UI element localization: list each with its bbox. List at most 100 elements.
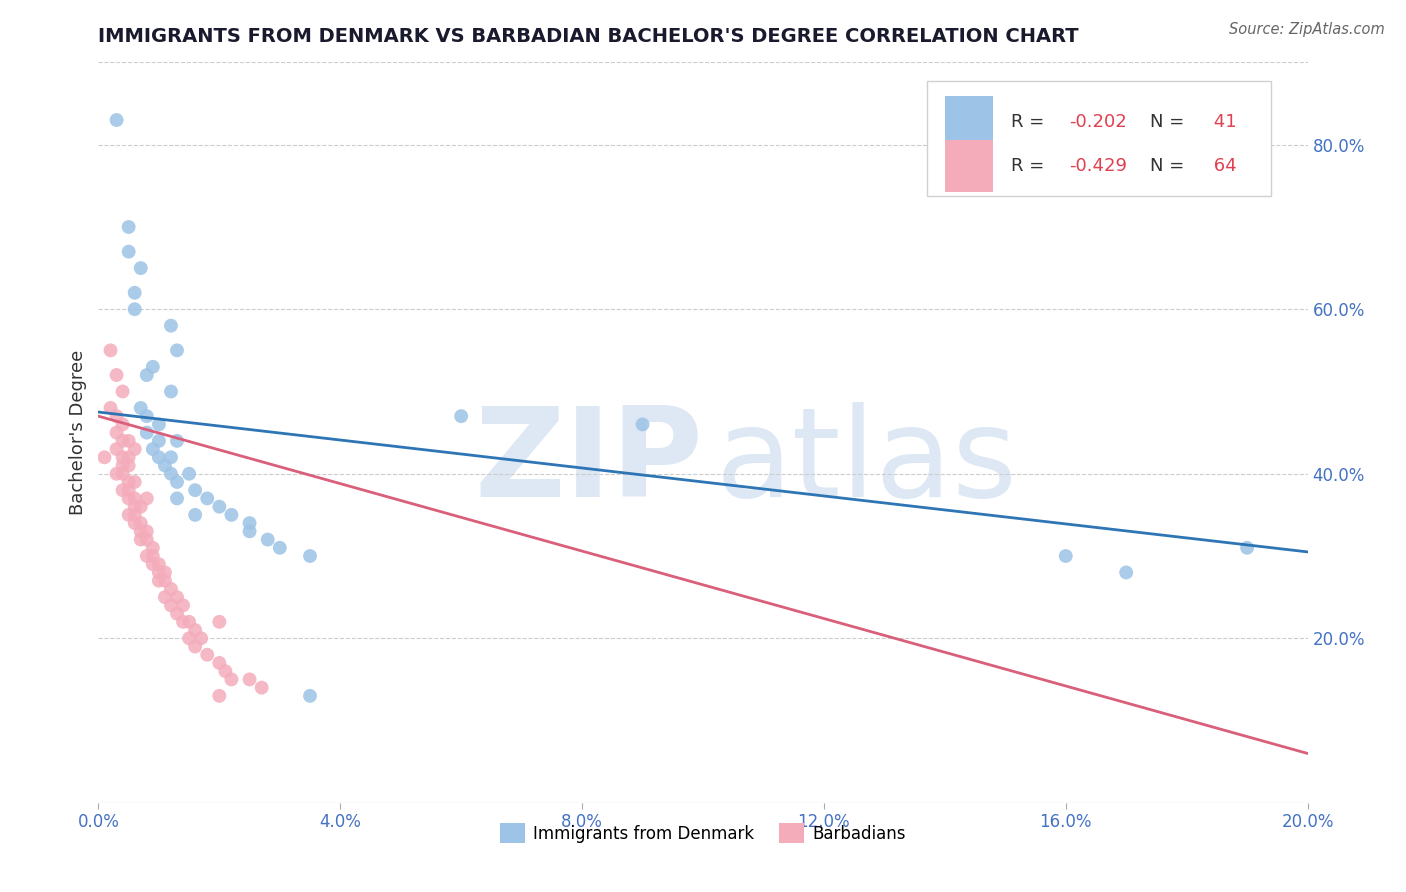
Point (111, 467, 134, 481)
Point (135, 491, 157, 506)
Point (124, 302, 146, 317)
Point (135, 368, 157, 382)
Point (105, 425, 128, 440)
Point (118, 450, 141, 465)
Point (160, 384, 183, 399)
Point (148, 566, 170, 580)
Point (153, 458, 176, 473)
Point (100, 343, 122, 358)
Point (184, 508, 207, 522)
Point (239, 673, 262, 687)
Point (166, 491, 188, 506)
Point (105, 467, 128, 481)
Point (118, 491, 141, 506)
Point (160, 582, 183, 596)
Point (111, 434, 134, 448)
Point (153, 574, 176, 588)
Point (208, 615, 231, 629)
Point (450, 409, 472, 424)
Text: 41: 41 (1208, 112, 1237, 130)
Bar (945, 140, 993, 192)
Point (129, 261, 152, 276)
Point (631, 417, 654, 432)
Point (269, 541, 291, 555)
Text: -0.429: -0.429 (1070, 157, 1128, 175)
Point (118, 508, 141, 522)
Point (129, 524, 152, 539)
Point (111, 450, 134, 465)
Point (184, 623, 207, 637)
Point (129, 401, 152, 415)
Point (153, 590, 176, 604)
Point (118, 244, 141, 259)
Point (166, 590, 188, 604)
Point (214, 664, 236, 678)
Point (172, 599, 194, 613)
Point (129, 533, 152, 547)
Point (148, 574, 170, 588)
Point (118, 483, 141, 498)
Point (160, 450, 183, 465)
Point (135, 409, 157, 424)
Point (195, 491, 218, 506)
Point (208, 689, 231, 703)
Y-axis label: Bachelor's Degree: Bachelor's Degree (69, 350, 87, 516)
Point (118, 458, 141, 473)
Point (142, 549, 165, 563)
Point (111, 384, 134, 399)
Point (105, 442, 128, 456)
Point (135, 533, 157, 547)
Point (124, 500, 146, 514)
Point (221, 673, 243, 687)
Point (124, 285, 146, 300)
Point (148, 417, 170, 432)
Point (160, 467, 183, 481)
Point (166, 434, 188, 448)
Text: -0.202: -0.202 (1070, 112, 1128, 130)
Point (166, 343, 188, 358)
Point (93, 450, 115, 465)
Point (142, 442, 165, 456)
Point (118, 219, 141, 234)
Point (208, 656, 231, 670)
Bar (927, 81, 1271, 195)
Point (1054, 549, 1077, 563)
Point (124, 442, 146, 456)
Point (100, 401, 122, 415)
Point (111, 458, 134, 473)
Bar (945, 95, 993, 147)
Point (184, 483, 207, 498)
Point (179, 467, 201, 481)
Point (299, 549, 322, 563)
Point (129, 500, 152, 514)
Point (179, 632, 201, 646)
Point (172, 615, 194, 629)
Point (105, 113, 128, 128)
Point (118, 434, 141, 448)
Text: 64: 64 (1208, 157, 1237, 175)
Point (160, 318, 183, 333)
Point (250, 681, 273, 695)
Point (166, 607, 188, 621)
Point (135, 549, 157, 563)
Point (124, 508, 146, 522)
Point (142, 359, 165, 374)
Point (142, 558, 165, 572)
Point (1236, 541, 1258, 555)
Point (153, 566, 176, 580)
Point (118, 475, 141, 489)
Point (105, 368, 128, 382)
Point (256, 533, 278, 547)
Text: Source: ZipAtlas.com: Source: ZipAtlas.com (1229, 22, 1385, 37)
Point (299, 689, 322, 703)
Text: atlas: atlas (716, 401, 1017, 523)
Text: IMMIGRANTS FROM DENMARK VS BARBADIAN BACHELOR'S DEGREE CORRELATION CHART: IMMIGRANTS FROM DENMARK VS BARBADIAN BAC… (98, 27, 1078, 45)
Text: R =: R = (1011, 112, 1050, 130)
Text: R =: R = (1011, 157, 1050, 175)
Point (195, 648, 218, 662)
Point (190, 632, 212, 646)
Point (111, 483, 134, 498)
Text: N =: N = (1150, 112, 1191, 130)
Point (239, 524, 262, 539)
Point (105, 409, 128, 424)
